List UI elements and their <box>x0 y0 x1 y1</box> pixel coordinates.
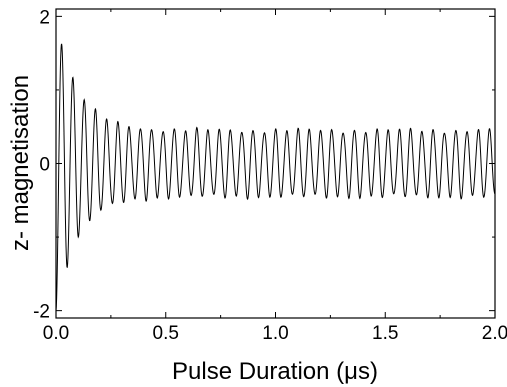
x-tick-label: 2.0 <box>482 323 507 344</box>
x-tick-label: 1.5 <box>372 323 398 344</box>
x-tick-label: 0.5 <box>153 323 179 344</box>
x-tick-label: 0.0 <box>43 323 69 344</box>
x-axis-title: Pulse Duration (μs) <box>172 358 378 385</box>
axis-ticks <box>55 9 496 318</box>
y-axis-title: z- magnetisation <box>7 75 34 251</box>
x-tick-label: 1.0 <box>262 323 288 344</box>
y-tick-label: 0 <box>39 155 50 176</box>
plot-frame <box>55 8 496 319</box>
y-tick-label: 2 <box>39 7 50 28</box>
y-tick-label: -2 <box>33 302 50 323</box>
series-line-z-magnetisation <box>55 43 496 311</box>
tick-labels: 0.0 0.5 1.0 1.5 2.0 -2 0 2 <box>33 7 507 344</box>
